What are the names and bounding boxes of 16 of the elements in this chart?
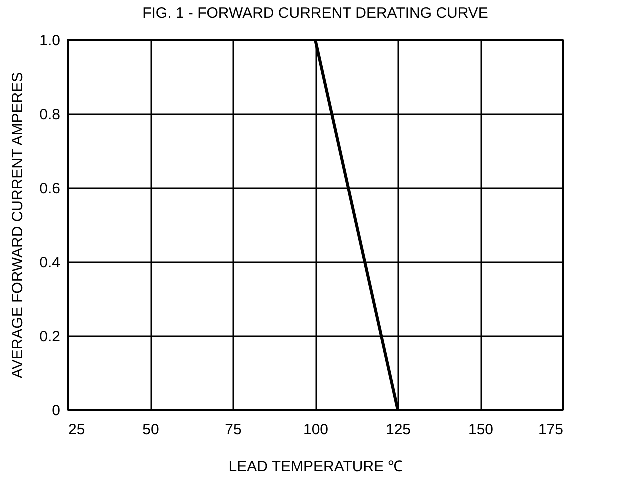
chart-title: FIG. 1 - FORWARD CURRENT DERATING CURVE bbox=[142, 5, 488, 22]
x-axis-title: LEAD TEMPERATURE ℃ bbox=[228, 458, 404, 476]
y-tick-label: 0.8 bbox=[40, 106, 60, 124]
x-tick-label: 125 bbox=[386, 422, 412, 438]
x-tick-label: 150 bbox=[468, 422, 494, 438]
x-tick-label: 50 bbox=[142, 422, 160, 438]
x-tick-label: 25 bbox=[68, 422, 86, 438]
y-tick-label: 1.0 bbox=[40, 32, 60, 50]
y-tick-label: 0.4 bbox=[40, 254, 60, 272]
y-tick-label: 0.6 bbox=[40, 180, 60, 198]
y-tick-label: 0 bbox=[52, 402, 60, 420]
x-tick-label: 100 bbox=[303, 422, 329, 438]
x-tick-label: 175 bbox=[538, 422, 564, 438]
y-axis-title: AVERAGE FORWARD CURRENT AMPERES bbox=[10, 72, 27, 379]
x-tick-label: 75 bbox=[225, 422, 242, 438]
y-tick-label: 0.2 bbox=[40, 328, 60, 346]
